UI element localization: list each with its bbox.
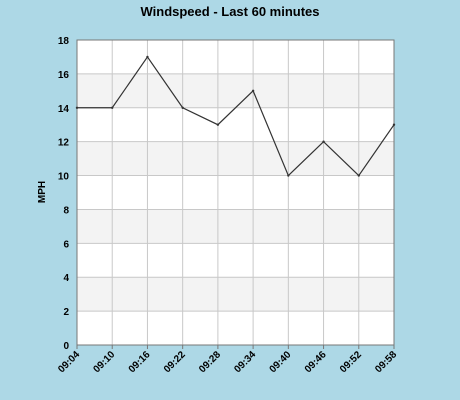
- data-point: [75, 106, 79, 109]
- plot-border: [76, 39, 395, 346]
- y-tick-label: 16: [58, 70, 70, 81]
- x-tick-label: 09:16: [127, 349, 153, 375]
- data-point: [251, 89, 255, 93]
- data-point: [181, 106, 184, 109]
- data-point: [357, 174, 360, 177]
- x-tick-label: 09:40: [268, 349, 294, 375]
- y-tick-label: 4: [63, 273, 69, 284]
- data-point: [111, 106, 114, 109]
- x-tick-label: 09:52: [338, 349, 364, 375]
- y-tick-label: 2: [63, 307, 69, 318]
- data-point: [287, 174, 290, 177]
- x-tick-label: 09:46: [303, 349, 329, 375]
- x-tick-label: 09:10: [91, 349, 117, 375]
- grid-band: [77, 209, 394, 244]
- plot-area: 0 2 4 6 8 10 12 14 16 18 09:04 09:10 09:16 09:22 09:28…: [56, 36, 399, 375]
- x-tick-label: 09:04: [56, 349, 82, 375]
- y-tick-label: 6: [63, 239, 69, 250]
- data-point: [146, 55, 149, 59]
- x-tick-label: 09:58: [373, 349, 399, 375]
- x-tick-label: 09:34: [232, 349, 258, 375]
- data-point: [392, 123, 396, 126]
- series-line: [77, 55, 395, 177]
- y-tick-label: 18: [58, 36, 70, 47]
- x-tick-label: 09:28: [197, 349, 223, 375]
- y-axis-label: MPH: [37, 181, 48, 203]
- y-tick-label: 0: [63, 341, 69, 352]
- grid-band: [77, 141, 394, 176]
- data-point: [322, 140, 325, 143]
- data-point: [216, 123, 220, 126]
- grid-band: [77, 277, 394, 312]
- x-tick-label: 09:22: [162, 349, 188, 375]
- y-tick-label: 12: [58, 138, 70, 149]
- chart-title: Windspeed - Last 60 minutes: [140, 4, 319, 19]
- grid-band: [77, 73, 394, 108]
- y-tick-label: 14: [58, 104, 70, 115]
- y-tick-label: 10: [58, 172, 70, 183]
- y-tick-label: 8: [63, 205, 69, 216]
